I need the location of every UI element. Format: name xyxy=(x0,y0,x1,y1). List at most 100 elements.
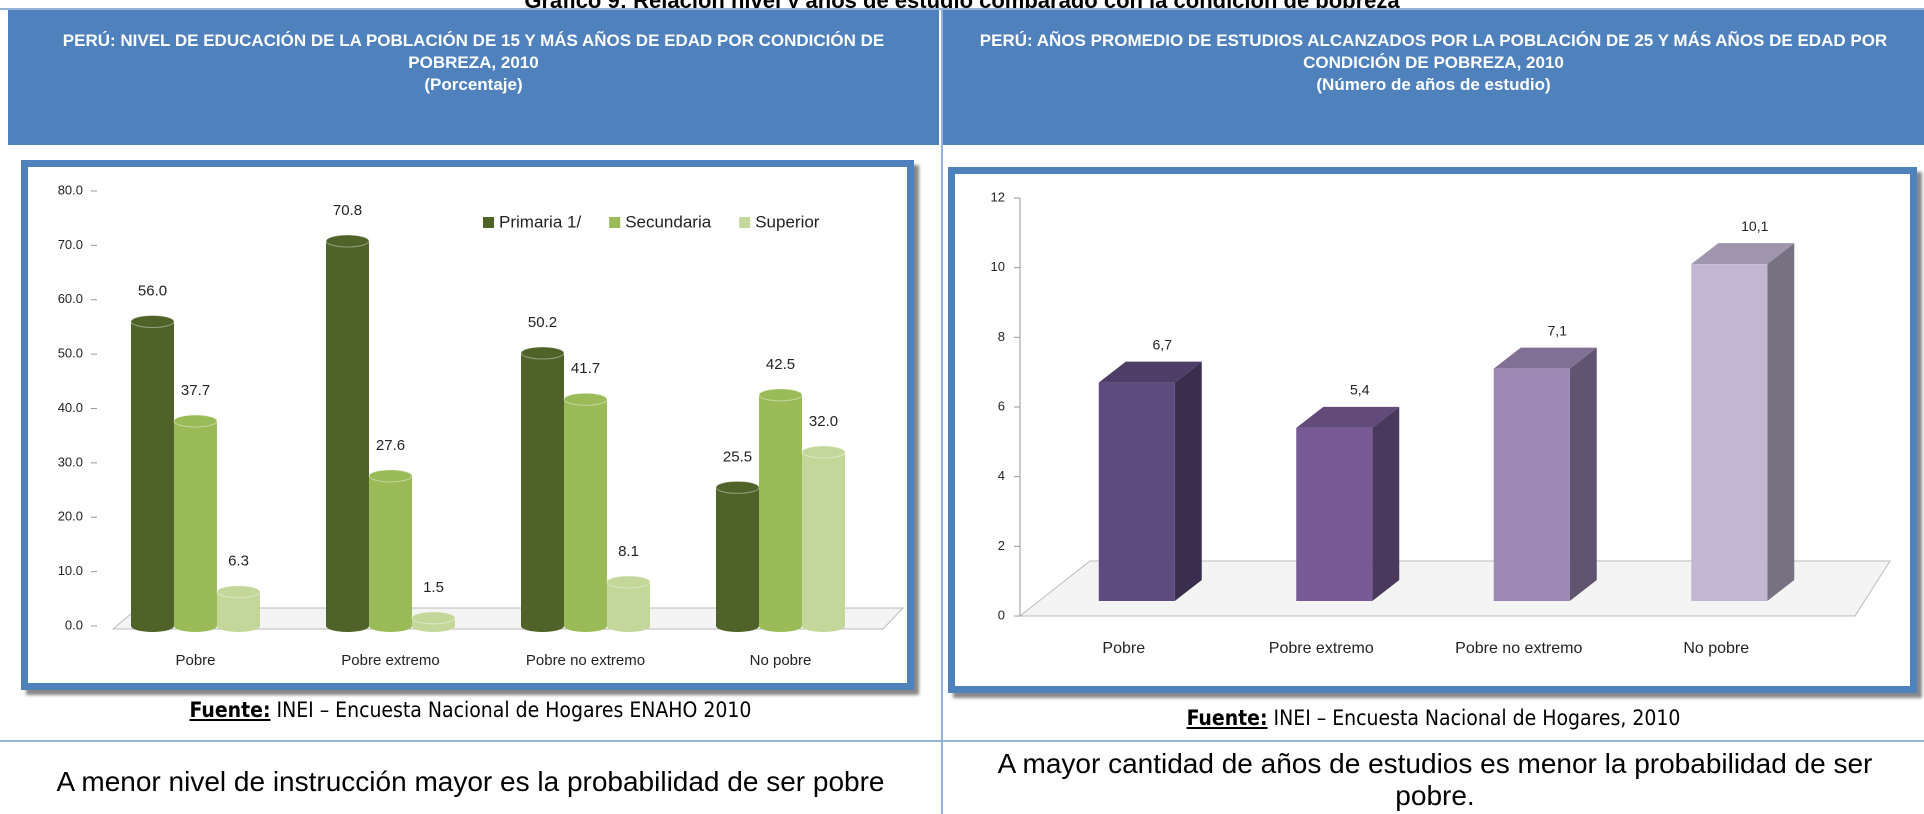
data-label: 10,1 xyxy=(1741,218,1768,234)
y-tick-label: 6 xyxy=(998,398,1005,413)
bar xyxy=(326,241,369,626)
chart: 0 2 4 6 8 10 12 Pobre 6,7 Pobre extremo 5,4 Pobre n… xyxy=(991,189,1891,657)
header: PERÚ: NIVEL DE EDUCACIÓN DE LA POBLACIÓN… xyxy=(8,10,939,145)
data-label: 6.3 xyxy=(228,553,249,570)
bar-side xyxy=(1372,406,1400,601)
y-tick-label: 70.0 xyxy=(58,237,83,252)
y-tick-label: 0 xyxy=(998,607,1005,622)
y-tick-label: 80.0 xyxy=(58,182,83,197)
data-label: 1.5 xyxy=(423,579,444,596)
data-label: 25.5 xyxy=(723,448,752,465)
bar xyxy=(1098,382,1175,601)
bar-top xyxy=(715,480,760,494)
bar-top xyxy=(1098,361,1202,383)
legend-label: Primaria 1/ xyxy=(499,212,581,231)
y-tick-label: 10 xyxy=(991,259,1005,274)
bar xyxy=(607,581,650,626)
bar-side xyxy=(1569,347,1597,601)
data-label: 7,1 xyxy=(1548,322,1568,338)
bar-top xyxy=(130,315,175,328)
source: Fuente: INEI – Encuesta Nacional de Hoga… xyxy=(0,698,941,722)
bar-top xyxy=(173,414,218,428)
x-tick-label: Pobre no extremo xyxy=(1455,640,1582,657)
source-label: Fuente: xyxy=(189,698,271,722)
source-text: INEI – Encuesta Nacional de Hogares, 201… xyxy=(1267,706,1681,730)
data-label: 42.5 xyxy=(766,356,795,373)
x-tick-label: Pobre extremo xyxy=(1269,640,1374,657)
table-frame xyxy=(0,8,1924,814)
chart-box: 0 2 4 6 8 10 12 Pobre 6,7 Pobre extremo 5,4 Pobre n… xyxy=(948,167,1917,693)
data-label: 8.1 xyxy=(618,543,639,560)
x-tick-label: No pobre xyxy=(1683,640,1749,657)
y-tick-label: 60.0 xyxy=(58,291,83,306)
row-divider xyxy=(0,740,1924,742)
bar xyxy=(759,394,802,626)
y-tick-label: 20.0 xyxy=(58,509,83,524)
y-tick-label: 4 xyxy=(998,468,1005,483)
legend-swatch xyxy=(739,217,751,228)
y-tick-label: 2 xyxy=(998,538,1005,553)
y-tick-label: 8 xyxy=(998,329,1005,344)
bar-top xyxy=(1296,406,1400,428)
y-tick-label: 40.0 xyxy=(58,400,83,415)
bar xyxy=(1296,427,1373,601)
chart-title: PERÚ: AÑOS PROMEDIO DE ESTUDIOS ALCANZAD… xyxy=(979,31,1888,72)
data-label: 6,7 xyxy=(1153,336,1173,352)
legend-label: Superior xyxy=(755,212,820,231)
source: Fuente: INEI – Encuesta Nacional de Hoga… xyxy=(943,706,1924,730)
data-label: 50.2 xyxy=(528,314,557,331)
bar xyxy=(131,321,174,626)
col-divider xyxy=(941,8,943,814)
x-tick-label: Pobre no extremo xyxy=(526,652,645,669)
data-label: 56.0 xyxy=(138,282,167,299)
bar-top xyxy=(563,392,608,406)
data-label: 5,4 xyxy=(1350,382,1370,398)
bar xyxy=(716,487,759,626)
bar-top xyxy=(1691,243,1795,265)
chart-subtitle: (Porcentaje) xyxy=(424,75,523,94)
legend-swatch xyxy=(483,217,494,228)
bar-top xyxy=(758,388,803,402)
bar xyxy=(802,452,845,626)
chart: 0.0 10.0 20.0 30.0 40.0 50.0 60.0 70.0 80.0 Pobre… xyxy=(58,182,905,669)
y-tick-label: 0.0 xyxy=(65,617,83,632)
bar-top xyxy=(1493,347,1597,369)
bar-side xyxy=(1174,361,1202,601)
bar xyxy=(564,399,607,626)
data-label: 37.7 xyxy=(181,382,210,399)
legend-label: Secundaria xyxy=(625,212,712,231)
x-tick-label: Pobre extremo xyxy=(341,652,439,669)
bar xyxy=(1493,368,1570,601)
source-text: INEI – Encuesta Nacional de Hogares ENAH… xyxy=(270,698,752,722)
data-label: 27.6 xyxy=(376,437,405,454)
chart-title: PERÚ: NIVEL DE EDUCACIÓN DE LA POBLACIÓN… xyxy=(62,31,885,72)
data-label: 70.8 xyxy=(333,202,362,219)
data-label: 41.7 xyxy=(571,360,600,377)
bar xyxy=(521,353,564,626)
bar-top xyxy=(606,575,651,589)
bar xyxy=(1691,264,1768,601)
x-tick-label: Pobre xyxy=(175,652,215,669)
data-label: 32.0 xyxy=(809,413,838,430)
x-tick-label: No pobre xyxy=(750,652,812,669)
bar-top xyxy=(368,469,413,483)
chart-box: 0.0 10.0 20.0 30.0 40.0 50.0 60.0 70.0 80.0 Pobre… xyxy=(21,160,914,690)
y-tick-label: 30.0 xyxy=(58,454,83,469)
bar-top xyxy=(216,585,261,599)
bar-side xyxy=(1767,243,1795,601)
bar-top xyxy=(801,445,846,459)
floor xyxy=(1018,560,1891,617)
y-tick-label: 10.0 xyxy=(58,563,83,578)
source-label: Fuente: xyxy=(1186,706,1268,730)
bar xyxy=(369,475,412,626)
y-tick-label: 12 xyxy=(991,189,1005,204)
conclusion: A menor nivel de instrucción mayor es la… xyxy=(56,766,885,797)
bar xyxy=(174,421,217,626)
y-tick-label: 50.0 xyxy=(58,346,83,361)
bar-top xyxy=(520,346,565,360)
header: PERÚ: AÑOS PROMEDIO DE ESTUDIOS ALCANZAD… xyxy=(943,10,1924,145)
chart-subtitle: (Número de años de estudio) xyxy=(1316,75,1551,94)
conclusion: A mayor cantidad de años de estudios es … xyxy=(997,748,1873,811)
bar-top xyxy=(325,234,370,248)
